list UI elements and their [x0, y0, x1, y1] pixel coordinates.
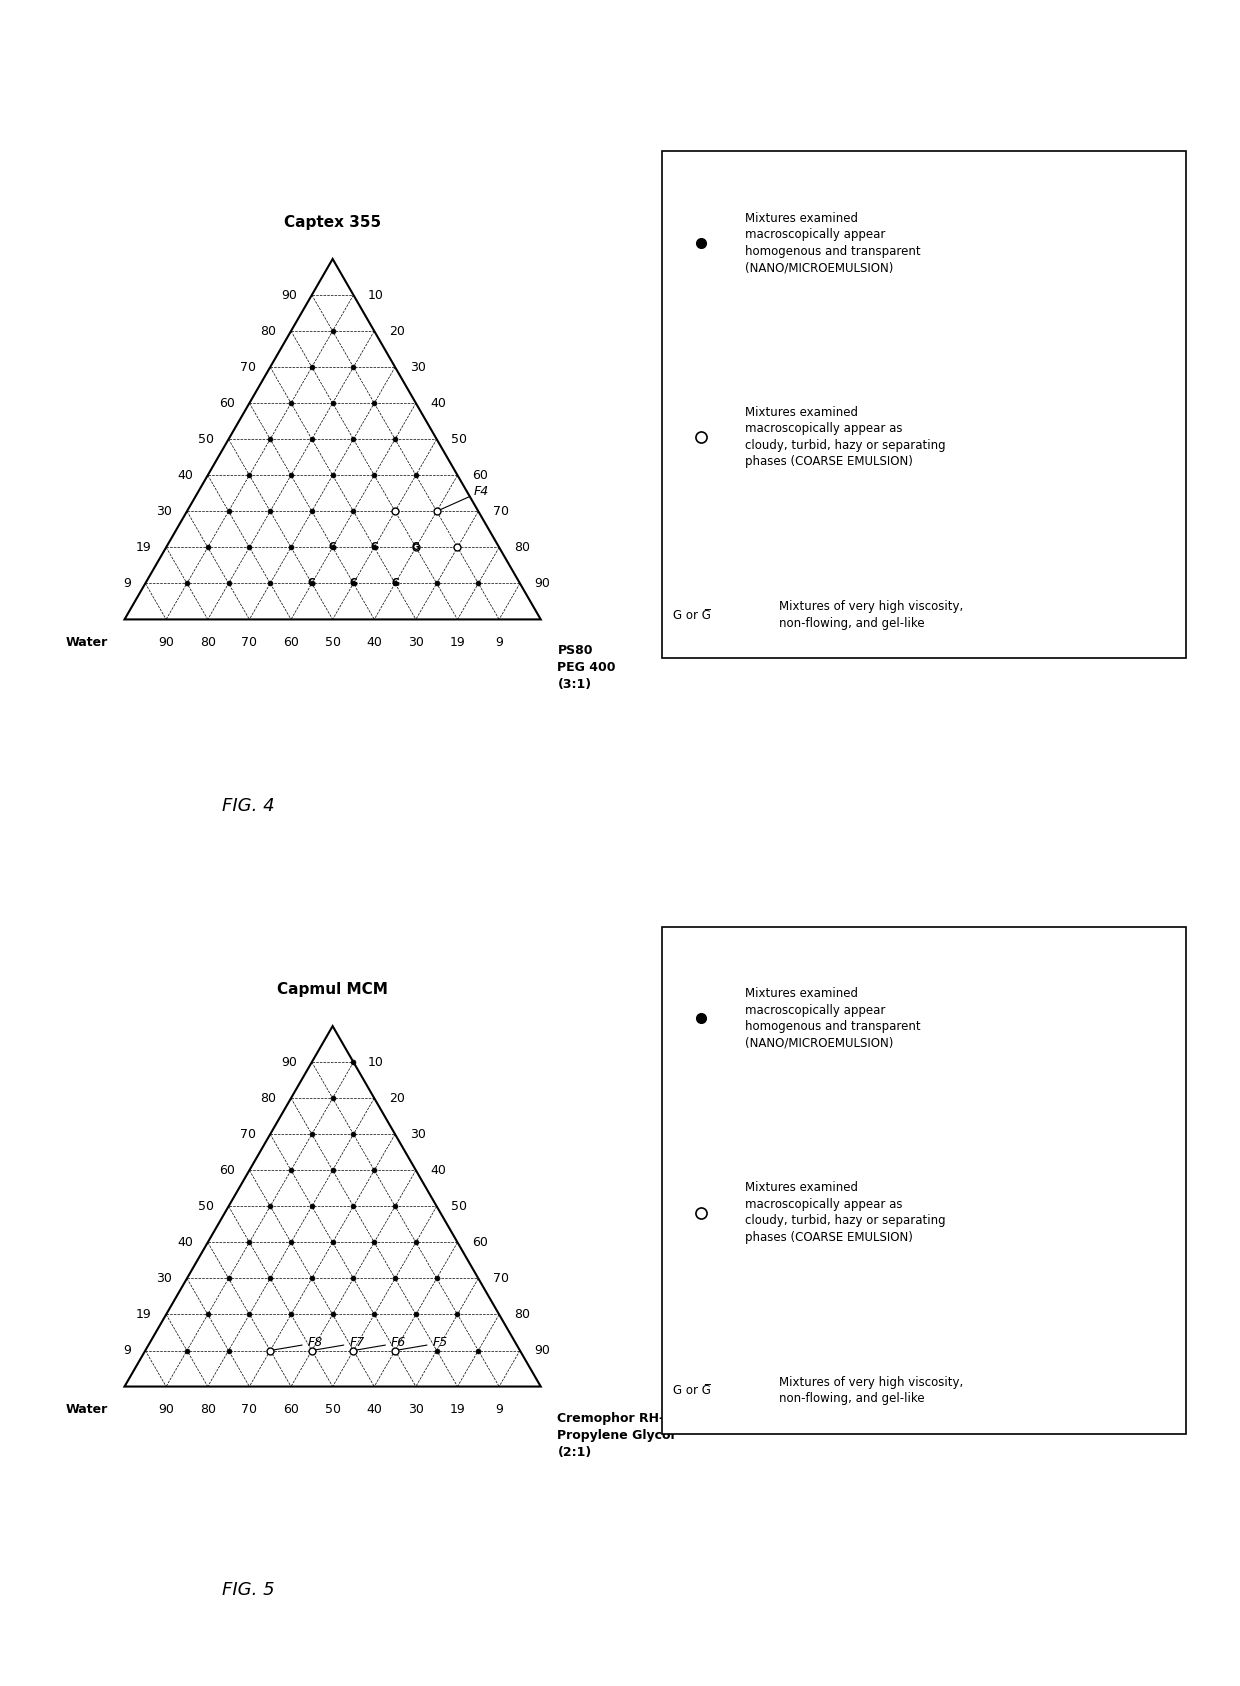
Text: 80: 80: [200, 1403, 216, 1416]
Text: 50: 50: [198, 1200, 215, 1212]
Text: Water: Water: [66, 636, 108, 649]
Text: 70: 70: [239, 1128, 255, 1141]
FancyBboxPatch shape: [662, 152, 1185, 658]
Text: 80: 80: [260, 1091, 277, 1104]
Text: F8: F8: [273, 1337, 322, 1350]
Text: 19: 19: [450, 636, 465, 649]
Text: 50: 50: [325, 636, 341, 649]
Text: 20: 20: [389, 1091, 404, 1104]
Text: 9: 9: [495, 636, 503, 649]
Text: 10: 10: [368, 288, 384, 302]
Text: 60: 60: [472, 1236, 489, 1249]
Text: 60: 60: [472, 469, 489, 482]
Text: Mixtures examined
macroscopically appear
homogenous and transparent
(NANO/MICROE: Mixtures examined macroscopically appear…: [745, 211, 921, 275]
Text: 40: 40: [366, 1403, 382, 1416]
Text: Mixtures examined
macroscopically appear as
cloudy, turbid, hazy or separating
p: Mixtures examined macroscopically appear…: [745, 406, 946, 469]
Text: 50: 50: [198, 433, 215, 445]
Text: 80: 80: [200, 636, 216, 649]
Text: 30: 30: [409, 361, 425, 374]
Text: 40: 40: [430, 396, 446, 410]
Text: 19: 19: [136, 541, 151, 553]
Text: G: G: [329, 543, 336, 553]
Text: 40: 40: [430, 1163, 446, 1177]
Text: 90: 90: [159, 1403, 174, 1416]
Text: Capmul MCM: Capmul MCM: [278, 981, 388, 996]
Text: PS80
PEG 400
(3:1): PS80 PEG 400 (3:1): [558, 644, 616, 691]
Text: 50: 50: [325, 1403, 341, 1416]
Text: 30: 30: [156, 1271, 172, 1285]
Text: Cremophor RH-40
Propylene Glycol
(2:1): Cremophor RH-40 Propylene Glycol (2:1): [558, 1411, 682, 1458]
FancyBboxPatch shape: [662, 927, 1185, 1433]
Text: 30: 30: [408, 636, 424, 649]
Text: 19: 19: [450, 1403, 465, 1416]
Text: 80: 80: [260, 324, 277, 337]
Text: 40: 40: [177, 1236, 193, 1249]
Text: 50: 50: [451, 433, 467, 445]
Text: 70: 70: [492, 504, 508, 518]
Text: 10: 10: [368, 1055, 384, 1069]
Text: Mixtures of very high viscosity,
non-flowing, and gel-like: Mixtures of very high viscosity, non-flo…: [779, 600, 963, 631]
Text: F5: F5: [398, 1337, 448, 1350]
Text: 70: 70: [242, 1403, 258, 1416]
Text: 9: 9: [495, 1403, 503, 1416]
Text: 90: 90: [159, 636, 174, 649]
Text: Mixtures examined
macroscopically appear as
cloudy, turbid, hazy or separating
p: Mixtures examined macroscopically appear…: [745, 1182, 946, 1244]
Text: G or G̅: G or G̅: [672, 1384, 711, 1398]
Text: G: G: [391, 578, 399, 588]
Text: 19: 19: [136, 1308, 151, 1320]
Text: 90: 90: [534, 577, 551, 590]
Text: F4: F4: [439, 484, 490, 511]
Text: 30: 30: [409, 1128, 425, 1141]
Text: G: G: [371, 543, 378, 553]
Text: 60: 60: [219, 396, 234, 410]
Text: F6: F6: [356, 1337, 407, 1350]
Text: 90: 90: [534, 1344, 551, 1357]
Text: F7: F7: [315, 1337, 365, 1350]
Text: 30: 30: [408, 1403, 424, 1416]
Text: 40: 40: [177, 469, 193, 482]
Text: 60: 60: [283, 1403, 299, 1416]
Text: Mixtures of very high viscosity,
non-flowing, and gel-like: Mixtures of very high viscosity, non-flo…: [779, 1376, 963, 1406]
Text: G: G: [308, 578, 316, 588]
Text: 70: 70: [492, 1271, 508, 1285]
Text: 50: 50: [451, 1200, 467, 1212]
Text: G or G̅: G or G̅: [672, 609, 711, 622]
Text: G: G: [412, 543, 420, 553]
Text: 60: 60: [219, 1163, 234, 1177]
Text: 90: 90: [281, 1055, 298, 1069]
Text: 80: 80: [513, 541, 529, 553]
Text: 20: 20: [389, 324, 404, 337]
Text: 60: 60: [283, 636, 299, 649]
Text: Captex 355: Captex 355: [284, 214, 381, 229]
Text: 80: 80: [513, 1308, 529, 1320]
Text: 90: 90: [281, 288, 298, 302]
Text: Mixtures examined
macroscopically appear
homogenous and transparent
(NANO/MICROE: Mixtures examined macroscopically appear…: [745, 986, 921, 1050]
Text: 9: 9: [123, 1344, 130, 1357]
Text: Water: Water: [66, 1403, 108, 1416]
Text: 70: 70: [239, 361, 255, 374]
Text: FIG. 5: FIG. 5: [222, 1581, 274, 1600]
Text: 70: 70: [242, 636, 258, 649]
Text: 30: 30: [156, 504, 172, 518]
Text: 40: 40: [366, 636, 382, 649]
Text: FIG. 4: FIG. 4: [222, 797, 274, 816]
Text: G: G: [350, 578, 357, 588]
Text: 9: 9: [123, 577, 130, 590]
